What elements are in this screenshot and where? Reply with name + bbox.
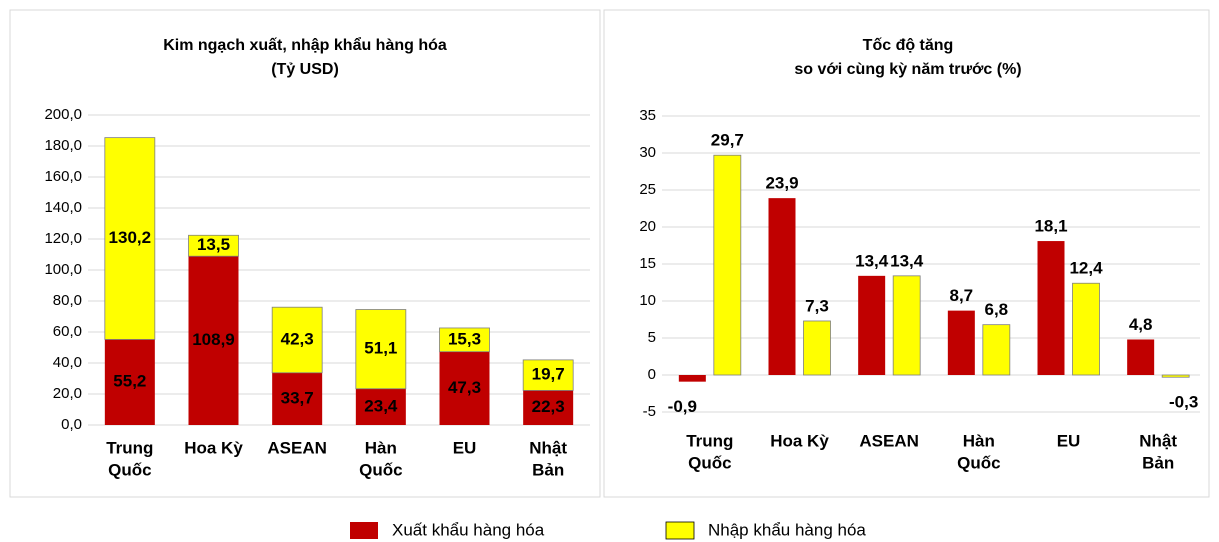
panel (9, 9, 601, 498)
y-tick-label: 120,0 (44, 230, 82, 247)
y-tick-label: 0,0 (61, 416, 82, 433)
y-tick-label: 180,0 (44, 137, 82, 154)
bar-segment (271, 306, 323, 374)
data-label: 108,9 (192, 330, 235, 349)
data-label: 55,2 (113, 372, 146, 391)
bar (982, 324, 1011, 376)
x-tick-label: Nhật (529, 438, 567, 457)
x-tick-label: Trung (686, 431, 733, 450)
bar (947, 310, 975, 375)
data-label: 13,4 (890, 251, 924, 270)
bar (678, 375, 706, 382)
data-label: 12,4 (1069, 259, 1103, 278)
chart-title: so với cùng kỳ năm trước (%) (794, 61, 1021, 78)
data-label: 33,7 (281, 388, 314, 407)
bar-segment (439, 327, 490, 353)
data-label: 7,3 (805, 296, 829, 315)
bar (768, 198, 796, 375)
y-tick-label: 30 (639, 144, 656, 161)
data-label: 23,4 (364, 396, 398, 415)
legend-label: Xuất khẩu hàng hóa (392, 520, 545, 539)
x-tick-label: Trung (106, 438, 153, 457)
x-tick-label: Quốc (359, 460, 402, 479)
data-label: 130,2 (109, 228, 152, 247)
data-label: 6,8 (985, 300, 1009, 319)
x-tick-label: EU (1057, 431, 1081, 450)
bar (1127, 339, 1155, 375)
x-tick-label: Bản (1142, 453, 1174, 472)
data-label: -0,9 (668, 397, 697, 416)
y-tick-label: -5 (643, 403, 656, 420)
y-tick-label: 80,0 (53, 292, 82, 309)
data-label: 13,4 (855, 251, 889, 270)
y-tick-label: 25 (639, 181, 656, 198)
bar-segment (439, 351, 490, 425)
data-label: 13,5 (197, 235, 230, 254)
data-label: 23,9 (765, 174, 798, 193)
bar (1072, 282, 1100, 376)
data-label: 51,1 (364, 339, 397, 358)
y-tick-label: 10 (639, 292, 656, 309)
data-label: 15,3 (448, 329, 481, 348)
bar (858, 275, 886, 375)
bar-segment (188, 256, 239, 425)
panel (603, 9, 1210, 498)
y-tick-label: 160,0 (44, 168, 82, 185)
y-tick-label: 35 (639, 107, 656, 124)
x-tick-label: Hàn (365, 438, 397, 457)
x-tick-label: Hàn (963, 431, 995, 450)
chart-title: Kim ngạch xuất, nhập khẩu hàng hóa (163, 36, 447, 54)
x-tick-label: Quốc (688, 453, 731, 472)
data-label: 8,7 (950, 286, 974, 305)
bar-segment (104, 137, 156, 340)
x-tick-label: Bản (532, 460, 564, 479)
bar (803, 320, 831, 376)
bar (1161, 374, 1190, 378)
data-label: 18,1 (1034, 217, 1067, 236)
bar-segment (355, 309, 407, 390)
bar-segment (272, 372, 323, 425)
data-label: 4,8 (1129, 315, 1153, 334)
bar-segment (188, 234, 239, 257)
chart-title: (Tỷ USD) (271, 61, 339, 78)
bar-segment (355, 388, 406, 425)
x-tick-label: Quốc (108, 460, 151, 479)
bar (892, 275, 921, 376)
data-label: 19,7 (532, 365, 565, 384)
y-tick-label: 20,0 (53, 385, 82, 402)
x-tick-label: Nhật (1139, 431, 1177, 450)
y-tick-label: 200,0 (44, 106, 82, 123)
y-tick-label: 100,0 (44, 261, 82, 278)
y-tick-label: 20 (639, 218, 656, 235)
bar-segment (522, 359, 574, 391)
data-label: 47,3 (448, 378, 481, 397)
data-label: 42,3 (281, 329, 314, 348)
y-tick-label: 60,0 (53, 323, 82, 340)
x-tick-label: ASEAN (859, 431, 919, 450)
y-tick-label: 140,0 (44, 199, 82, 216)
legend-swatch (350, 522, 378, 539)
bar (713, 154, 742, 376)
chart-title: Tốc độ tăng (863, 37, 954, 54)
bar-segment (523, 390, 574, 425)
data-label: 29,7 (711, 131, 744, 150)
x-tick-label: Hoa Kỳ (770, 431, 829, 450)
x-tick-label: EU (453, 438, 477, 457)
x-tick-label: ASEAN (267, 438, 327, 457)
y-tick-label: 5 (648, 329, 656, 346)
bar-segment (104, 339, 155, 425)
y-tick-label: 0 (648, 366, 656, 383)
x-tick-label: Hoa Kỳ (184, 438, 243, 457)
data-label: 22,3 (532, 397, 565, 416)
y-tick-label: 15 (639, 255, 656, 272)
legend-swatch (665, 521, 695, 540)
bar (1037, 241, 1065, 375)
y-tick-label: 40,0 (53, 354, 82, 371)
data-label: -0,3 (1169, 393, 1198, 412)
x-tick-label: Quốc (957, 453, 1000, 472)
legend-label: Nhập khẩu hàng hóa (708, 520, 866, 539)
